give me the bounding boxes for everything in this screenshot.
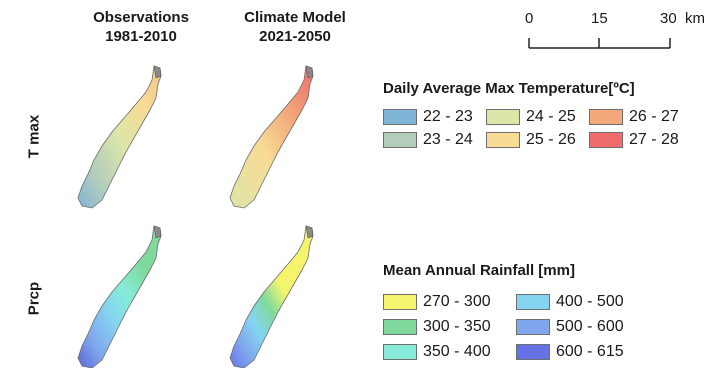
- legend-label: 300 - 350: [423, 318, 491, 335]
- map-observations-prcp: [77, 225, 162, 368]
- column-header-line1: Climate Model: [244, 9, 346, 26]
- legend-label: 23 - 24: [423, 131, 473, 148]
- legend-item: 23 - 24: [383, 130, 473, 150]
- legend-swatch: [516, 344, 550, 360]
- legend-item: 25 - 26: [486, 130, 576, 150]
- temperature-legend-title: Daily Average Max Temperature[ºC]: [383, 80, 635, 97]
- legend-swatch: [383, 319, 417, 335]
- legend-item: 350 - 400: [383, 342, 491, 362]
- legend-swatch: [589, 109, 623, 125]
- scale-tick-30: 30: [660, 10, 677, 27]
- legend-label: 600 - 615: [556, 343, 624, 360]
- column-header-climate-model: Climate Model 2021-2050: [220, 8, 370, 46]
- legend-label: 24 - 25: [526, 108, 576, 125]
- legend-item: 300 - 350: [383, 317, 491, 337]
- legend-label: 500 - 600: [556, 318, 624, 335]
- map-model-tmax: [229, 65, 314, 209]
- scale-unit: km: [685, 10, 705, 27]
- legend-swatch: [516, 294, 550, 310]
- district-tip: [305, 225, 314, 239]
- legend-swatch: [383, 132, 417, 148]
- legend-label: 400 - 500: [556, 293, 624, 310]
- legend-item: 600 - 615: [516, 342, 624, 362]
- legend-swatch: [383, 294, 417, 310]
- legend-item: 270 - 300: [383, 292, 491, 312]
- scale-tick-0: 0: [525, 10, 534, 27]
- district-shape: [229, 225, 314, 368]
- legend-swatch: [383, 344, 417, 360]
- column-header-line2: 1981-2010: [105, 28, 177, 45]
- map-observations-tmax: [77, 65, 162, 209]
- legend-swatch: [589, 132, 623, 148]
- legend-item: 22 - 23: [383, 107, 473, 127]
- scale-bar: 0 15 30 km: [520, 10, 710, 60]
- legend-label: 270 - 300: [423, 293, 491, 310]
- legend-swatch: [486, 109, 520, 125]
- column-header-line1: Observations: [93, 9, 189, 26]
- column-header-observations: Observations 1981-2010: [66, 8, 216, 46]
- legend-swatch: [516, 319, 550, 335]
- legend-item: 400 - 500: [516, 292, 624, 312]
- scale-bar-line: [528, 38, 671, 49]
- rainfall-legend-title: Mean Annual Rainfall [mm]: [383, 262, 575, 279]
- district-tip: [153, 225, 162, 239]
- legend-swatch: [383, 109, 417, 125]
- legend-label: 350 - 400: [423, 343, 491, 360]
- district-shape: [229, 65, 314, 209]
- legend-item: 27 - 28: [589, 130, 679, 150]
- scale-tick-15: 15: [591, 10, 608, 27]
- legend-item: 26 - 27: [589, 107, 679, 127]
- row-label-tmax: T max: [25, 114, 43, 159]
- legend-item: 24 - 25: [486, 107, 576, 127]
- column-header-line2: 2021-2050: [259, 28, 331, 45]
- row-label-prcp: Prcp: [25, 281, 43, 316]
- district-tip: [153, 65, 162, 79]
- legend-label: 27 - 28: [629, 131, 679, 148]
- map-model-prcp: [229, 225, 314, 368]
- legend-label: 22 - 23: [423, 108, 473, 125]
- legend-swatch: [486, 132, 520, 148]
- legend-label: 25 - 26: [526, 131, 576, 148]
- legend-item: 500 - 600: [516, 317, 624, 337]
- district-shape: [77, 65, 162, 209]
- district-shape: [77, 225, 162, 368]
- district-tip: [305, 65, 314, 79]
- legend-label: 26 - 27: [629, 108, 679, 125]
